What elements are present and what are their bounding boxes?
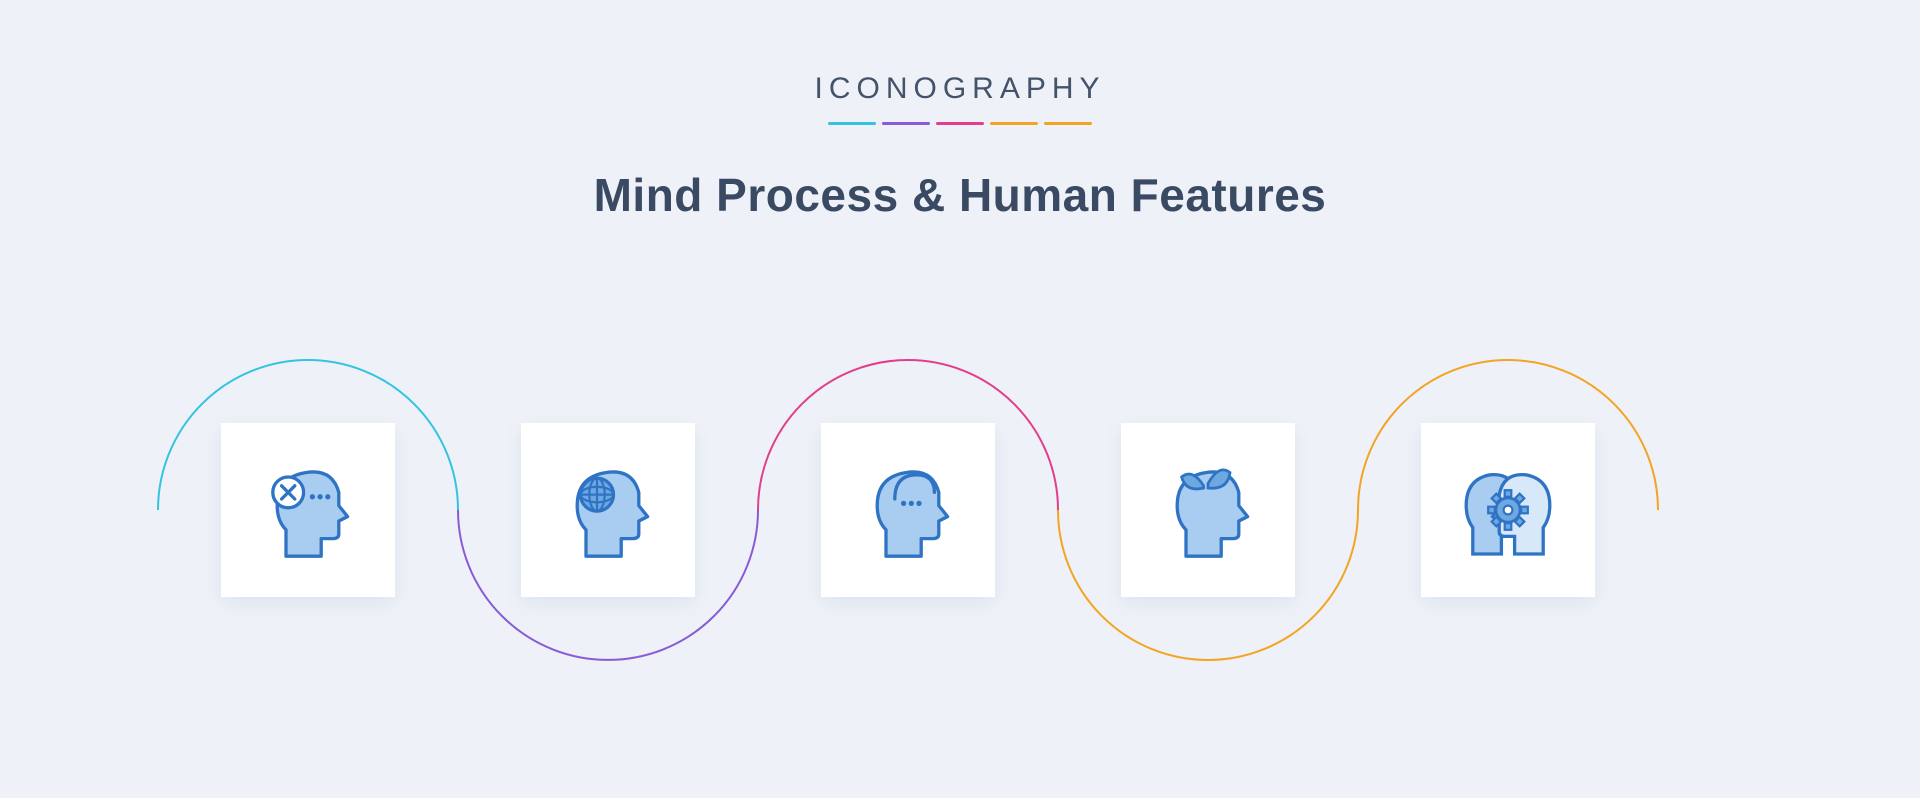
icon-card-head-leaf[interactable] bbox=[1121, 423, 1295, 597]
divider-segment bbox=[828, 122, 876, 125]
head-with-leaves-growth-icon bbox=[1153, 455, 1263, 565]
two-heads-shared-gear-icon bbox=[1453, 455, 1563, 565]
head-with-x-rejection-icon bbox=[253, 455, 363, 565]
page-background bbox=[0, 0, 1920, 798]
divider-segment bbox=[990, 122, 1038, 125]
divider-segment bbox=[1044, 122, 1092, 125]
brand-divider bbox=[828, 122, 1092, 125]
icon-card-head-twin-gear[interactable] bbox=[1421, 423, 1595, 597]
brand-title: ICONOGRAPHY bbox=[0, 72, 1920, 106]
pack-subtitle: Mind Process & Human Features bbox=[0, 168, 1920, 222]
icon-card-head-globe[interactable] bbox=[521, 423, 695, 597]
icon-card-head-wave[interactable] bbox=[821, 423, 995, 597]
head-with-loop-introspection-icon bbox=[853, 455, 963, 565]
divider-segment bbox=[882, 122, 930, 125]
head-with-globe-worldview-icon bbox=[553, 455, 663, 565]
icon-card-head-reject[interactable] bbox=[221, 423, 395, 597]
divider-segment bbox=[936, 122, 984, 125]
